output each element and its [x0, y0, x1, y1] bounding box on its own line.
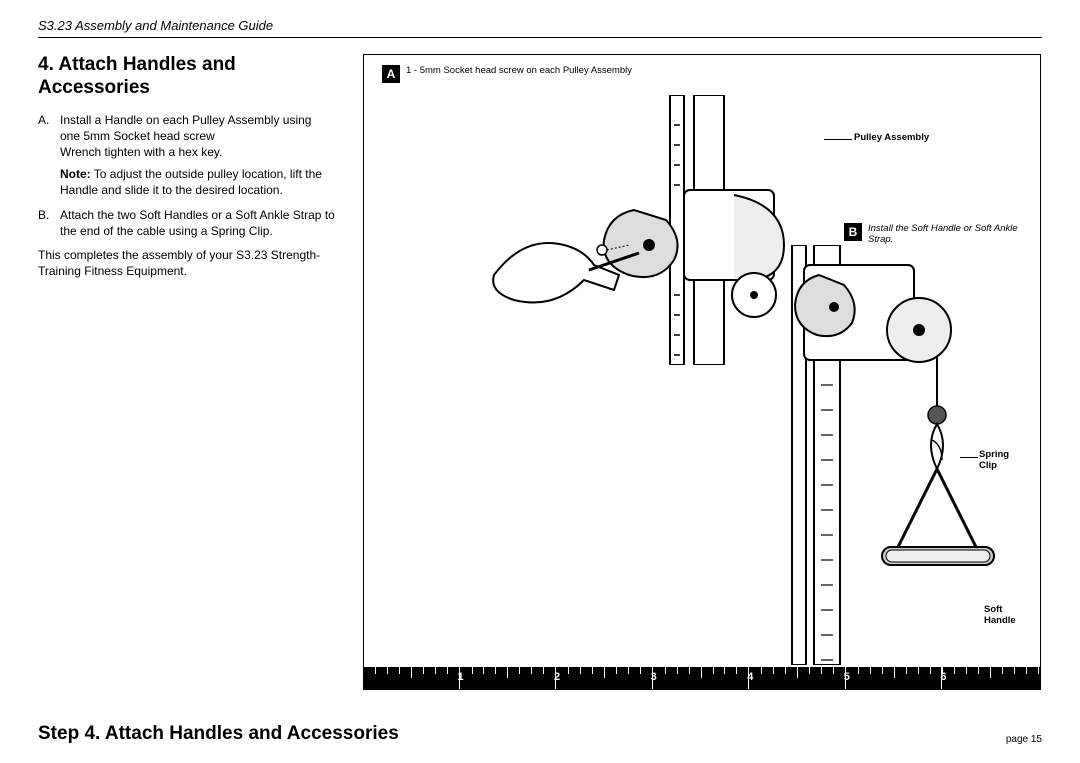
- instructions-column: 4. Attach Handles and Accessories A. Ins…: [38, 54, 348, 279]
- callout-b-letter: B: [844, 223, 862, 241]
- diagram-a: [434, 95, 804, 365]
- step-a-marker: A.: [38, 112, 60, 199]
- ruler-segment: 5: [750, 667, 847, 689]
- ruler-segment: 3: [557, 667, 654, 689]
- callout-a-letter: A: [382, 65, 400, 83]
- label-soft-handle: Soft Handle: [984, 605, 1016, 627]
- page-footer: Step 4. Attach Handles and Accessories p…: [38, 723, 1042, 745]
- label-pulley-assembly: Pulley Assembly: [854, 133, 929, 144]
- step-b: B. Attach the two Soft Handles or a Soft…: [38, 207, 348, 239]
- ruler-segment: [943, 667, 1040, 689]
- doc-header-title: S3.23 Assembly and Maintenance Guide: [38, 18, 1042, 37]
- footer-page-number: page 15: [1006, 734, 1042, 745]
- step-b-text: Attach the two Soft Handles or a Soft An…: [60, 207, 348, 239]
- callout-b: B Install the Soft Handle or Soft Ankle …: [844, 223, 1040, 246]
- ruler-segment: 2: [461, 667, 558, 689]
- step-a-line2: one 5mm Socket head screw: [60, 128, 348, 144]
- ruler-segment: 4: [654, 667, 751, 689]
- ruler-segment: 6: [847, 667, 944, 689]
- leader-spring-clip: [960, 457, 978, 458]
- label-spring-clip: Spring Clip: [979, 450, 1009, 472]
- ruler: 123456: [364, 667, 1040, 689]
- closing-text: This completes the assembly of your S3.2…: [38, 247, 348, 279]
- leader-pulley: [824, 139, 852, 140]
- callout-b-text: Install the Soft Handle or Soft Ankle St…: [868, 223, 1040, 246]
- step-a-line3: Wrench tighten with a hex key.: [60, 144, 348, 160]
- section-heading: 4. Attach Handles and Accessories: [38, 54, 348, 100]
- step-a-note-label: Note:: [60, 167, 91, 181]
- figure-frame: A 1 - 5mm Socket head screw on each Pull…: [363, 54, 1041, 690]
- step-list: A. Install a Handle on each Pulley Assem…: [38, 112, 348, 239]
- header-rule: [38, 37, 1042, 38]
- callout-a: A 1 - 5mm Socket head screw on each Pull…: [382, 65, 632, 83]
- step-a: A. Install a Handle on each Pulley Assem…: [38, 112, 348, 199]
- step-a-line1: Install a Handle on each Pulley Assembly…: [60, 112, 348, 128]
- step-a-note-text: To adjust the outside pulley location, l…: [60, 167, 322, 197]
- footer-step-title: Step 4. Attach Handles and Accessories: [38, 723, 399, 745]
- step-b-marker: B.: [38, 207, 60, 239]
- callout-a-text: 1 - 5mm Socket head screw on each Pulley…: [406, 65, 632, 76]
- ruler-segment: 1: [364, 667, 461, 689]
